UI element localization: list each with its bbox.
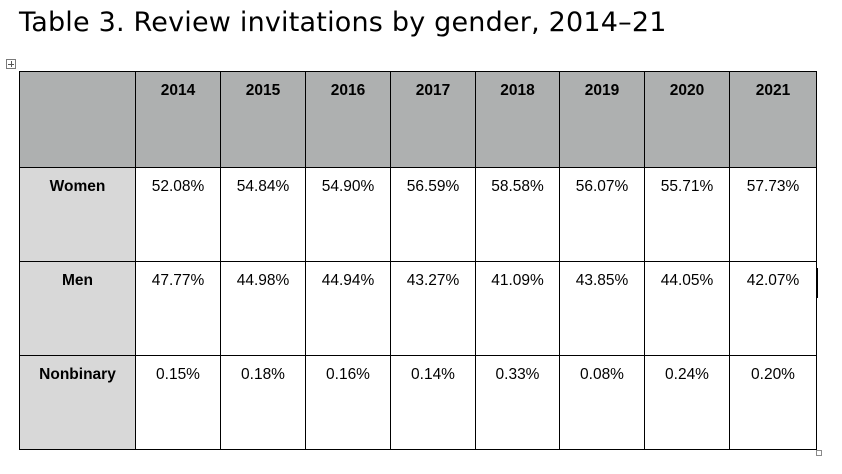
table-cell[interactable]: 52.08% [135, 167, 221, 262]
table-cell[interactable]: 56.59% [390, 167, 476, 262]
table-title: Table 3. Review invitations by gender, 2… [19, 7, 667, 38]
column-header[interactable]: 2017 [390, 71, 476, 168]
column-header[interactable]: 2019 [559, 71, 645, 168]
row-label-nonbinary[interactable]: Nonbinary [19, 355, 136, 450]
column-header[interactable]: 2018 [475, 71, 560, 168]
table-cell[interactable]: 43.85% [559, 261, 645, 356]
table-row: Men 47.77% 44.98% 44.94% 43.27% 41.09% 4… [19, 261, 817, 356]
table-cell[interactable]: 47.77% [135, 261, 221, 356]
table-cell[interactable]: 43.27% [390, 261, 476, 356]
table-cell[interactable]: 0.14% [390, 355, 476, 450]
table-cell[interactable]: 0.18% [220, 355, 306, 450]
header-corner-cell[interactable] [19, 71, 136, 168]
column-header[interactable]: 2016 [305, 71, 391, 168]
data-table: 2014 2015 2016 2017 2018 2019 2020 2021 … [19, 71, 817, 450]
table-row: Nonbinary 0.15% 0.18% 0.16% 0.14% 0.33% … [19, 355, 817, 450]
table-cell[interactable]: 42.07% [729, 261, 817, 356]
table-cell[interactable]: 44.94% [305, 261, 391, 356]
table-cell[interactable]: 41.09% [475, 261, 560, 356]
table-cell[interactable]: 54.90% [305, 167, 391, 262]
table-move-handle-icon[interactable] [6, 59, 16, 69]
text-cursor [817, 268, 818, 298]
header-row: 2014 2015 2016 2017 2018 2019 2020 2021 [19, 71, 817, 168]
table-cell[interactable]: 57.73% [729, 167, 817, 262]
table-cell[interactable]: 0.33% [475, 355, 560, 450]
column-header[interactable]: 2021 [729, 71, 817, 168]
table-cell[interactable]: 44.05% [644, 261, 730, 356]
row-label-women[interactable]: Women [19, 167, 136, 262]
table-row: Women 52.08% 54.84% 54.90% 56.59% 58.58%… [19, 167, 817, 262]
table-cell[interactable]: 0.24% [644, 355, 730, 450]
table-cell[interactable]: 44.98% [220, 261, 306, 356]
row-label-men[interactable]: Men [19, 261, 136, 356]
table-cell[interactable]: 0.08% [559, 355, 645, 450]
column-header[interactable]: 2015 [220, 71, 306, 168]
table-cell[interactable]: 55.71% [644, 167, 730, 262]
table-cell[interactable]: 58.58% [475, 167, 560, 262]
table-cell[interactable]: 54.84% [220, 167, 306, 262]
table-cell[interactable]: 56.07% [559, 167, 645, 262]
table-resize-handle-icon[interactable] [816, 450, 822, 456]
table-cell[interactable]: 0.16% [305, 355, 391, 450]
column-header[interactable]: 2014 [135, 71, 221, 168]
table-cell[interactable]: 0.15% [135, 355, 221, 450]
column-header[interactable]: 2020 [644, 71, 730, 168]
table-cell[interactable]: 0.20% [729, 355, 817, 450]
